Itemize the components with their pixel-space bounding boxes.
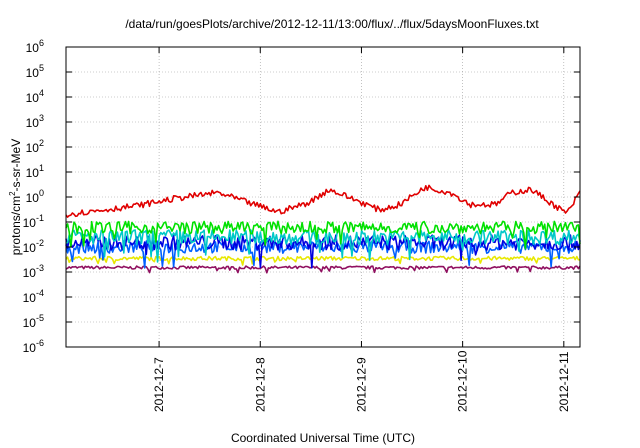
y-tick-label: 105	[26, 63, 44, 80]
series-line	[65, 265, 581, 274]
y-tick-label: 100	[26, 188, 44, 205]
chart-title: /data/run/goesPlots/archive/2012-12-11/1…	[125, 17, 539, 31]
series-line	[65, 240, 581, 269]
series-line	[65, 184, 581, 218]
x-tick-label: 2012-12-7	[152, 357, 166, 412]
y-axis-label: protons/cm2-s-sr-MeV	[8, 139, 23, 255]
series-line	[65, 255, 581, 266]
grid-lines	[66, 47, 580, 347]
x-tick-label: 2012-12-8	[253, 357, 267, 412]
y-tick-label: 10-2	[23, 238, 44, 255]
y-tick-label: 101	[26, 163, 44, 180]
y-tick-label: 10-3	[23, 263, 44, 280]
y-tick-label: 102	[26, 138, 44, 155]
y-axis-ticks: 106 105 104 103 102 101 100 10-1 10-2 10-3 10-4 10-…	[23, 38, 580, 355]
x-tick-label: 2012-12-11	[557, 351, 571, 412]
series-line	[65, 228, 581, 263]
y-tick-label: 10-5	[23, 313, 44, 330]
x-axis-label: Coordinated Universal Time (UTC)	[231, 431, 415, 445]
series-lines	[65, 184, 581, 274]
plot-frame	[65, 46, 581, 348]
series-line	[65, 220, 581, 250]
y-axis-label-base: protons/cm	[9, 196, 23, 255]
x-axis-ticks: 2012-12-7 2012-12-8 2012-12-9 2012-12-10 201…	[152, 47, 571, 412]
y-tick-label: 103	[26, 113, 44, 130]
y-axis-label-rest: -s-sr-MeV	[9, 139, 23, 192]
y-tick-label: 10-6	[23, 338, 44, 355]
y-axis-label-sup: 2	[8, 191, 17, 196]
y-tick-label: 106	[26, 38, 44, 55]
y-tick-label: 10-1	[23, 213, 44, 230]
x-tick-label: 2012-12-9	[354, 357, 368, 412]
y-tick-label: 10-4	[23, 288, 44, 305]
x-tick-label: 2012-12-10	[456, 350, 470, 412]
y-tick-label: 104	[26, 88, 44, 105]
